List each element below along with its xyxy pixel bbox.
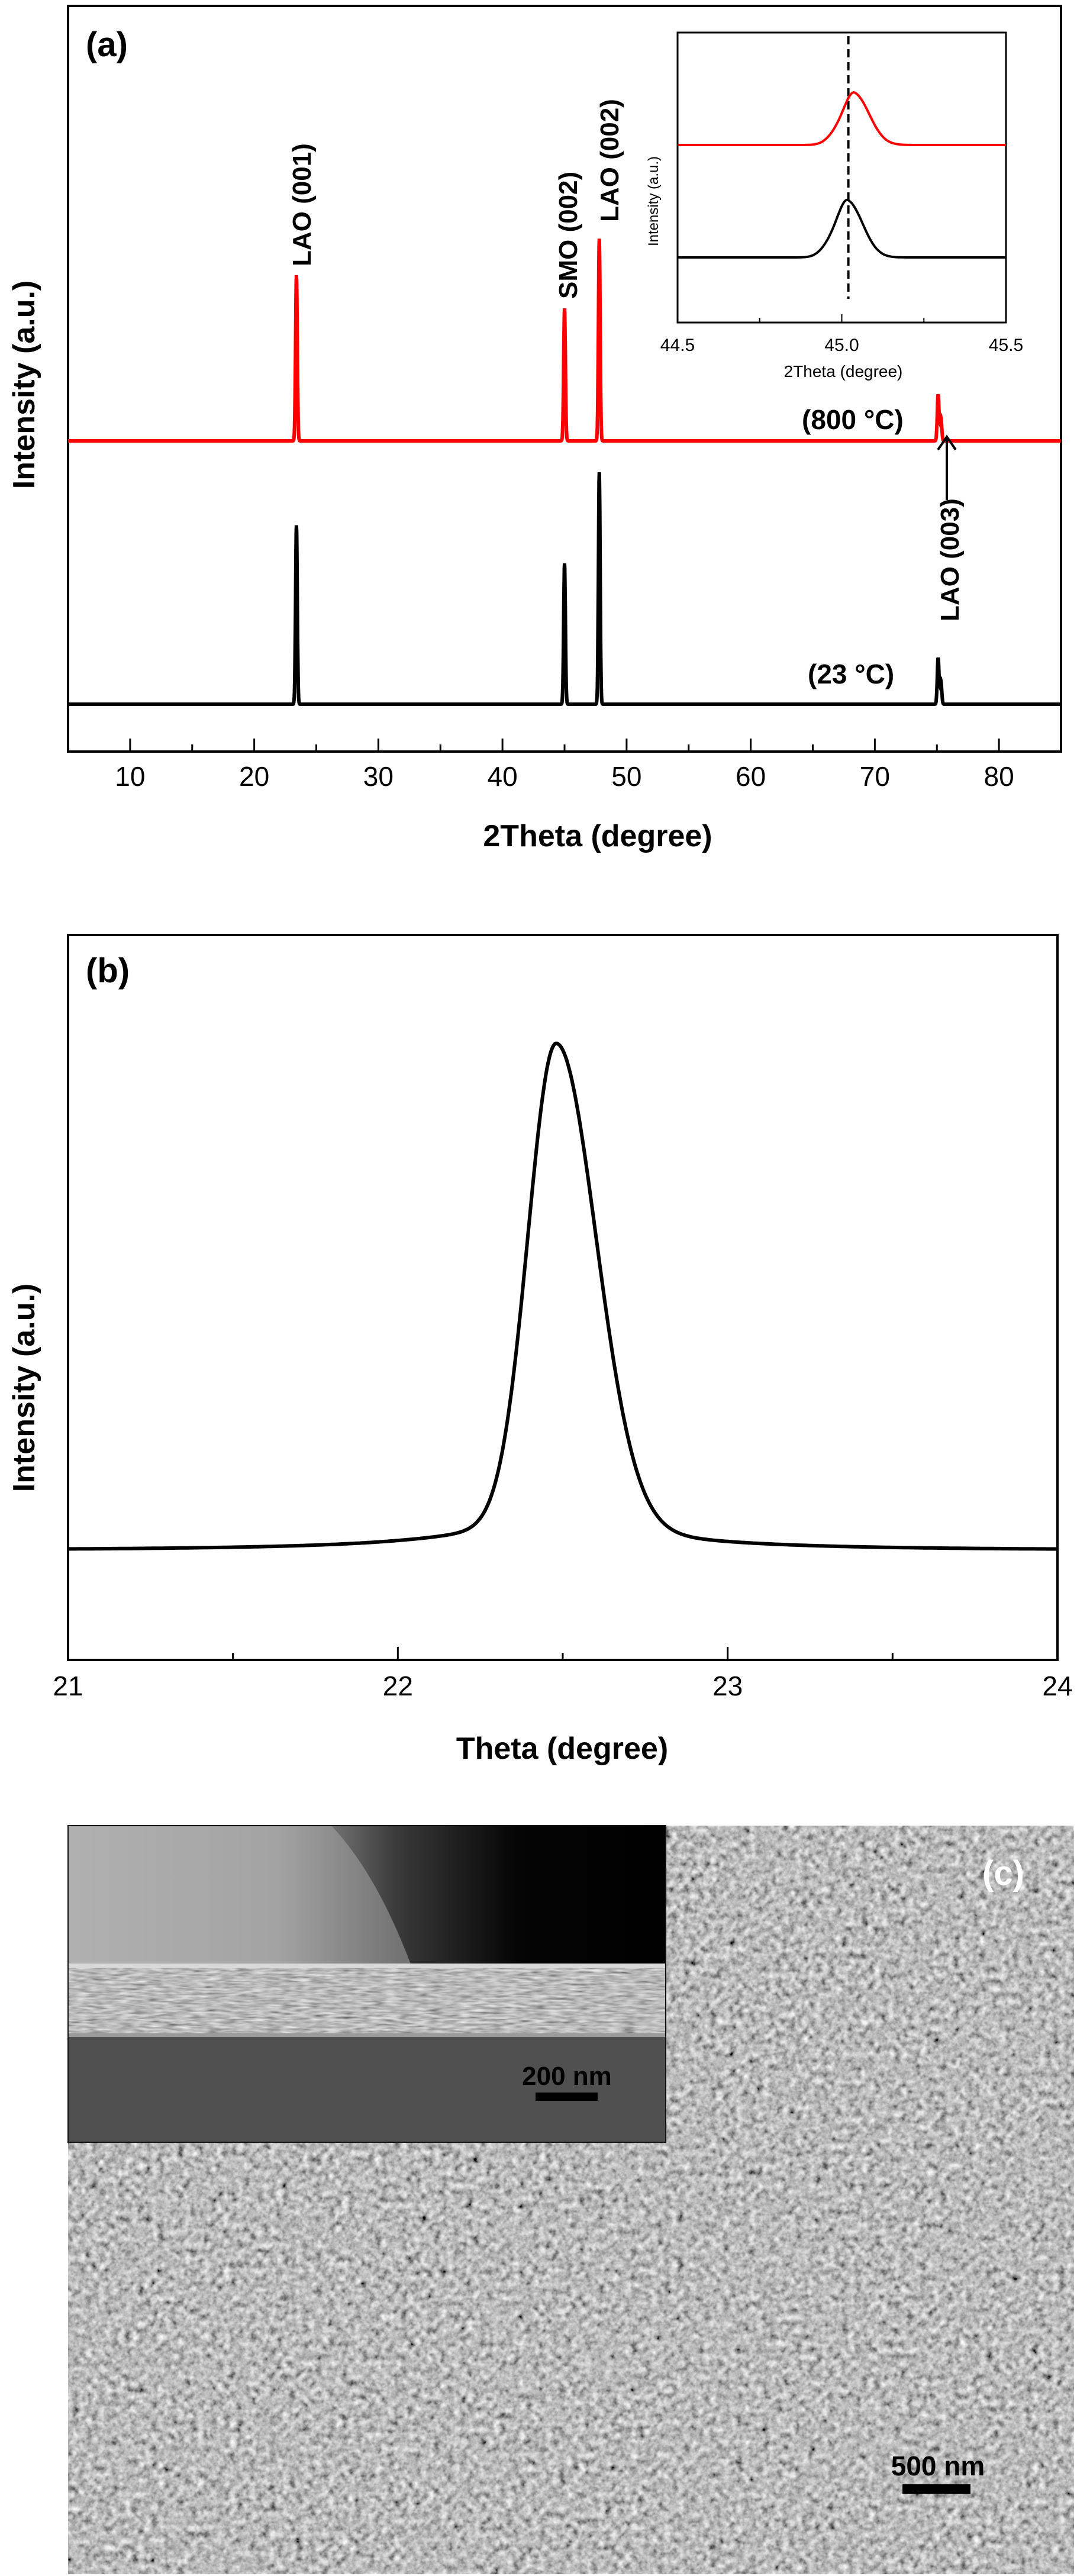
panel-label-c: (c) <box>982 1854 1024 1892</box>
y-axis-label-a: Intensity (a.u.) <box>7 281 41 489</box>
series-line-b <box>68 1041 1056 1551</box>
x-tick-label-a: 80 <box>984 761 1014 792</box>
x-tick-label-a: 50 <box>611 761 641 792</box>
inset-scale-bar <box>536 2093 598 2101</box>
x-axis-label-b: Theta (degree) <box>456 1732 668 1766</box>
plot-area-b <box>68 1041 1056 1551</box>
series-label-800: (800 °C) <box>802 404 904 435</box>
panel-label-a: (a) <box>86 25 128 64</box>
inset-x-label: 2Theta (degree) <box>784 362 903 381</box>
chart-b: 21 22 23 24 (b) Theta (degree) Intensity (a… <box>7 934 1073 1766</box>
axes-b: 21 22 23 24 <box>53 934 1073 1701</box>
chart-a: 10 20 30 40 50 60 70 80 (a) 2Theta (degree) Int… <box>7 5 1062 853</box>
x-tick-label-b: 21 <box>53 1671 83 1701</box>
x-tick-label-a: 10 <box>115 761 145 792</box>
x-tick-label-a: 30 <box>363 761 394 792</box>
inset-scale-label: 200 nm <box>522 2062 612 2091</box>
x-tick-label-a: 20 <box>239 761 269 792</box>
inset-x-tick-label: 44.5 <box>660 336 695 355</box>
x-tick-label-a: 60 <box>736 761 766 792</box>
peak-label-lao003: LAO (003) <box>936 498 965 621</box>
axes-a: 10 20 30 40 50 60 70 80 <box>67 5 1062 792</box>
inset-series-23 <box>678 198 1006 259</box>
x-axis-label-a: 2Theta (degree) <box>483 819 712 853</box>
x-tick-label-b: 22 <box>383 1671 413 1701</box>
x-tick-label-a: 70 <box>860 761 890 792</box>
series-line-23 <box>68 472 1061 706</box>
peak-label-lao001: LAO (001) <box>288 143 317 266</box>
inset-y-label: Intensity (a.u.) <box>646 156 662 246</box>
peak-label-lao002: LAO (002) <box>595 99 624 222</box>
inset-frame <box>676 31 1007 324</box>
plot-frame-b <box>67 934 1059 1661</box>
sem-surface-image <box>68 1826 1074 2574</box>
peak-label-smo002: SMO (002) <box>554 172 583 299</box>
main-scale-label: 500 nm <box>891 2451 985 2481</box>
series-label-23: (23 °C) <box>808 659 894 689</box>
x-tick-label-b: 23 <box>712 1671 743 1701</box>
inset-x-tick-label: 45.5 <box>989 336 1023 355</box>
sem-cross-section-inset <box>67 1825 666 2143</box>
main-scale-bar <box>902 2484 970 2494</box>
y-axis-label-b: Intensity (a.u.) <box>7 1284 41 1492</box>
plot-area-a <box>68 238 1061 706</box>
panel-label-b: (b) <box>86 952 130 990</box>
x-tick-label-a: 40 <box>488 761 518 792</box>
inset-x-tick-label: 45.0 <box>824 336 859 355</box>
series-line-800 <box>68 238 1061 443</box>
inset-series-800 <box>678 91 1006 146</box>
arrow-lao003 <box>937 434 957 500</box>
inset-chart-a: 44.5 45.0 45.5 <box>660 31 1023 355</box>
x-tick-label-b: 24 <box>1042 1671 1072 1701</box>
